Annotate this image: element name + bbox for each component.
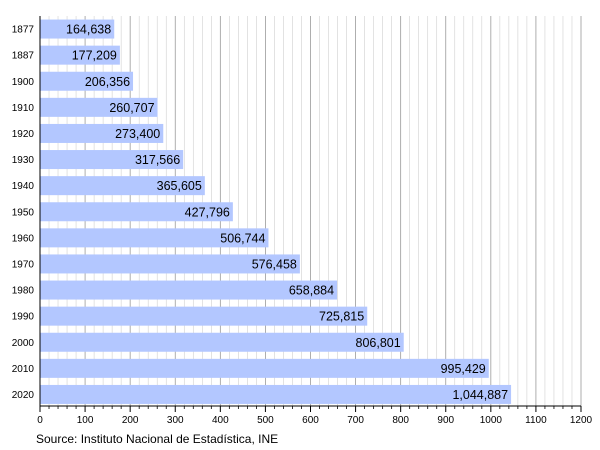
bar-2010	[40, 358, 489, 378]
x-tick-label: 700	[347, 415, 364, 426]
value-label-1920: 273,400	[115, 127, 160, 141]
x-tick-label: 400	[212, 415, 229, 426]
x-tick-label: 600	[302, 415, 319, 426]
value-label-1900: 206,356	[85, 75, 130, 89]
x-tick-label: 1100	[525, 415, 547, 426]
bar-1990	[40, 306, 368, 326]
x-tick-label: 1200	[570, 415, 593, 426]
category-label-1950: 1950	[12, 207, 35, 218]
category-label-1940: 1940	[12, 181, 35, 192]
value-label-1970: 576,458	[252, 257, 297, 271]
category-label-1920: 1920	[12, 129, 35, 140]
bar-1930	[40, 150, 184, 170]
x-tick-label: 0	[37, 415, 43, 426]
x-tick-label: 300	[167, 415, 184, 426]
value-label-1910: 260,707	[109, 101, 154, 115]
x-tick-label: 900	[437, 415, 454, 426]
bar-1900	[40, 71, 134, 91]
category-label-2000: 2000	[12, 338, 35, 349]
category-label-1990: 1990	[12, 312, 35, 323]
category-label-2020: 2020	[12, 390, 35, 401]
category-label-1980: 1980	[12, 286, 35, 297]
x-tick-label: 500	[257, 415, 274, 426]
value-label-1887: 177,209	[72, 49, 117, 63]
x-tick-label: 800	[392, 415, 409, 426]
value-label-2020: 1,044,887	[452, 388, 508, 402]
category-label-1900: 1900	[12, 77, 35, 88]
bar-1940	[40, 176, 205, 196]
category-label-1930: 1930	[12, 155, 35, 166]
value-label-1960: 506,744	[220, 231, 265, 245]
value-label-2000: 806,801	[356, 336, 401, 350]
value-label-1877: 164,638	[66, 23, 111, 37]
bar-1887	[40, 45, 120, 65]
value-label-1990: 725,815	[319, 310, 364, 324]
category-label-1960: 1960	[12, 233, 35, 244]
source-note: Source: Instituto Nacional de Estadístic…	[36, 432, 279, 446]
value-label-1930: 317,566	[135, 153, 180, 167]
bars: 164,638 1877 177,209 1887 206,356 1900 260,707…	[12, 19, 512, 404]
category-label-1887: 1887	[12, 51, 35, 62]
bar-1910	[40, 97, 158, 117]
bar-2000	[40, 332, 404, 352]
x-axis: 0 100 200 300 400 500 600 700 800 900 1000 1100 1200	[37, 16, 593, 426]
bar-1980	[40, 280, 338, 300]
bar-1877	[40, 19, 115, 39]
category-label-1910: 1910	[12, 103, 35, 114]
x-tick-label: 1000	[480, 415, 503, 426]
category-label-1877: 1877	[12, 25, 35, 36]
value-label-1980: 658,884	[289, 284, 334, 298]
value-label-1940: 365,605	[157, 179, 202, 193]
x-tick-label: 200	[122, 415, 139, 426]
x-tick-label: 100	[77, 415, 94, 426]
value-label-1950: 427,796	[185, 205, 230, 219]
value-label-2010: 995,429	[441, 362, 486, 376]
bar-2020	[40, 384, 512, 404]
category-label-2010: 2010	[12, 364, 35, 375]
category-label-1970: 1970	[12, 259, 35, 270]
bar-1970	[40, 254, 300, 274]
bar-1920	[40, 123, 164, 143]
bar-1950	[40, 202, 233, 222]
bar-1960	[40, 228, 269, 248]
